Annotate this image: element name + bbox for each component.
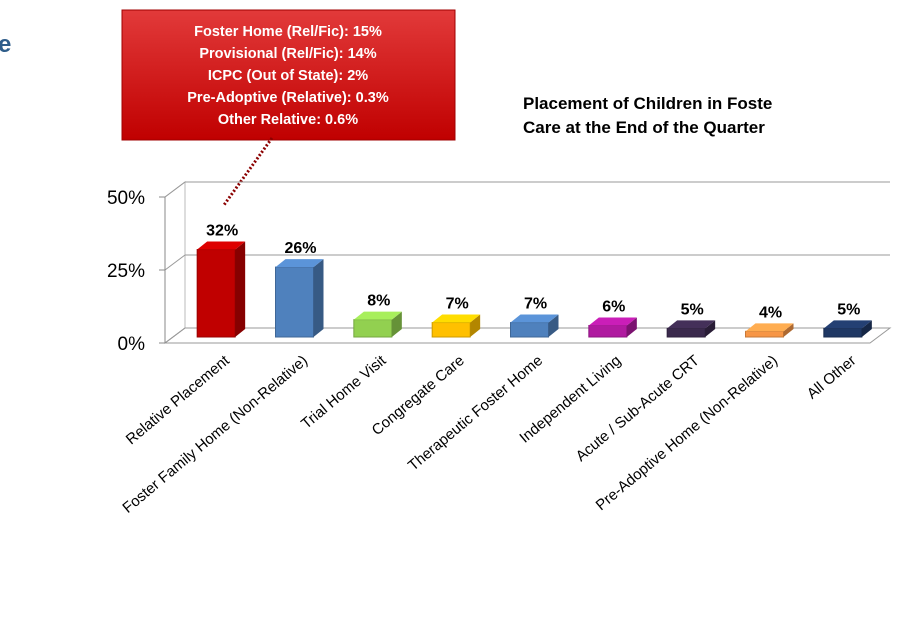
bar [510, 322, 549, 338]
value-label: 6% [602, 298, 625, 315]
bar-side [705, 320, 716, 337]
value-label: 32% [206, 223, 238, 240]
bar-top [745, 323, 794, 332]
grid-line [164, 181, 186, 198]
callout-line: Other Relative: 0.6% [218, 112, 358, 128]
bar [275, 266, 314, 338]
bar-side [391, 311, 402, 337]
bar-top [353, 311, 402, 320]
bar-side [313, 259, 324, 337]
y-tick-label: 0% [118, 334, 146, 355]
value-label: 26% [284, 240, 316, 257]
bar-top [510, 314, 559, 323]
y-tick-label: 50% [107, 188, 145, 209]
bar-side [626, 317, 637, 337]
bar-top [667, 320, 716, 329]
bar [353, 319, 393, 338]
value-label: 7% [446, 296, 469, 313]
bar [588, 324, 628, 338]
bar-side [235, 241, 246, 337]
callout-text: Foster Home (Rel/Fic): 15% Provisional (R… [187, 24, 389, 128]
bar-top [588, 317, 637, 326]
bar-side [783, 323, 794, 337]
bar [666, 327, 706, 338]
bar [196, 249, 236, 338]
value-label: 7% [524, 296, 547, 313]
title-line: Care at the End of the Quarter [523, 118, 765, 137]
bar-top [823, 320, 872, 329]
callout-line: Pre-Adoptive (Relative): 0.3% [187, 90, 389, 106]
x-tick-label: All Other [804, 352, 860, 403]
value-label: 8% [367, 293, 390, 310]
bar-side [548, 314, 559, 337]
value-label: 5% [837, 301, 860, 318]
callout-line: Provisional (Rel/Fic): 14% [199, 46, 376, 62]
callout-line: Foster Home (Rel/Fic): 15% [194, 24, 382, 40]
grid-line [164, 327, 186, 344]
grid-line [164, 254, 186, 271]
bar-side [861, 320, 872, 337]
bar-top [432, 314, 481, 323]
callout-box [121, 9, 456, 141]
heading: e [0, 31, 11, 58]
callout-line: ICPC (Out of State): 2% [208, 68, 368, 84]
value-label: 5% [681, 301, 704, 318]
bar-top [197, 241, 246, 250]
y-tick-label: 25% [107, 261, 145, 282]
chart-title: Placement of Children in Foste Care at th… [523, 94, 772, 137]
title-line: Placement of Children in Foste [523, 94, 772, 113]
bar [745, 330, 784, 338]
x-tick-label: Therapeutic Foster Home [405, 352, 546, 474]
value-label: 4% [759, 304, 782, 321]
bar [431, 322, 471, 338]
bar [823, 327, 863, 338]
bar-side [470, 314, 481, 337]
bar-top [275, 259, 324, 268]
callout-pointer [222, 137, 274, 206]
